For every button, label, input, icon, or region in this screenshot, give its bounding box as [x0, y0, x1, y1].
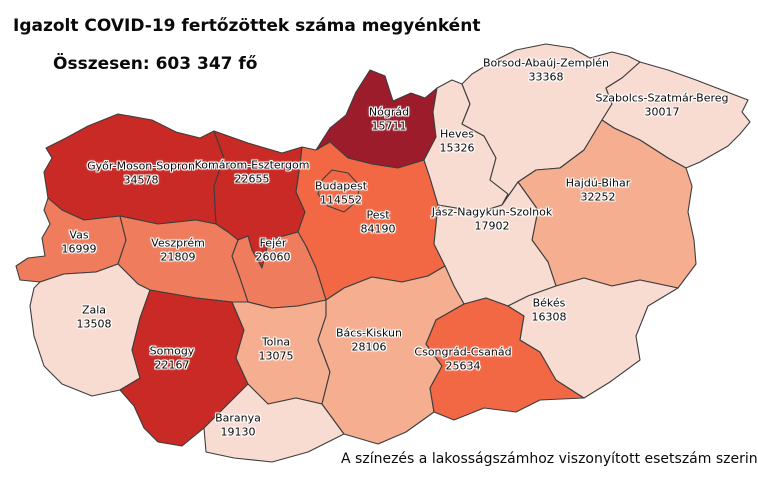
- county-shape-budapest: [317, 169, 361, 213]
- county-shape-szabolcs-szatmar-bereg: [601, 61, 751, 169]
- county-shape-baranya: [203, 383, 345, 463]
- county-shape-bekes: [507, 277, 679, 399]
- county-shape-zala: [29, 263, 151, 397]
- coloring-note: A színezés a lakosságszámhoz viszonyítot…: [341, 451, 758, 467]
- county-shape-gyor-moson-sopron: [43, 113, 225, 225]
- total-count: Összesen: 603 347 fő: [53, 54, 258, 74]
- county-shape-fejer: [231, 231, 327, 309]
- page-title: Igazolt COVID-19 fertőzöttek száma megyé…: [13, 16, 481, 36]
